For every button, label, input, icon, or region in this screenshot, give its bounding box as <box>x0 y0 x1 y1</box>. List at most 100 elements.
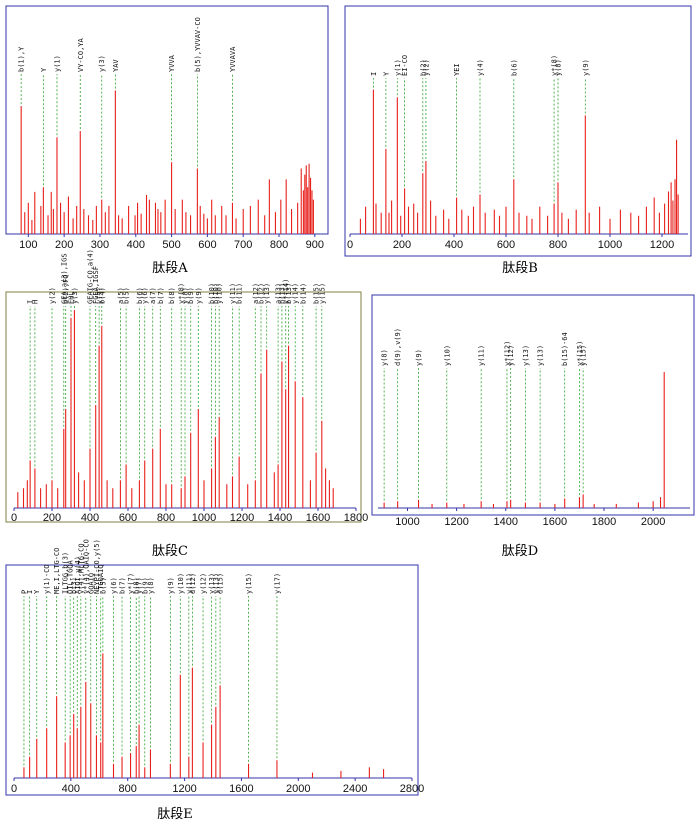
ion-label: b(5) <box>99 577 107 594</box>
ion-label: y(6) <box>141 287 149 304</box>
panel-d-frame <box>371 294 695 516</box>
caption-d: 肽段D <box>502 544 538 559</box>
ion-label: b(4) <box>98 287 106 304</box>
ion-label: GEA,a(3),IGS <box>60 253 68 304</box>
caption-c: 肽段C <box>152 544 188 559</box>
x-tick-label: 400 <box>81 512 99 524</box>
ion-label: y(10) <box>443 345 451 366</box>
x-tick-label: 600 <box>119 512 137 524</box>
ion-label: YVVAVA <box>229 46 237 72</box>
ion-label: b(5),YVVAV-CO <box>194 17 202 72</box>
ion-label: y(1)-CO <box>43 564 51 594</box>
x-tick-label: 0 <box>11 783 17 795</box>
panel-c-frame <box>5 291 362 523</box>
ion-label: b(13) <box>278 283 286 304</box>
ion-label: Y <box>40 67 48 72</box>
ion-label: y(11) <box>185 573 193 594</box>
ion-label: b(15) <box>313 283 321 304</box>
ion-label: y(1) <box>394 59 402 76</box>
ion-label: y(2) <box>422 59 430 76</box>
spectrum-panel-d: 1000 1200 1400 1600 1800 2000 y(8) d(9),v(9) y(9… <box>378 328 690 528</box>
ion-label: -TGQAIQ <box>97 564 105 594</box>
x-tick-label: 2800 <box>400 783 424 795</box>
ion-label: y(1) <box>53 55 61 72</box>
x-tick-label: 500 <box>162 239 180 251</box>
ion-label: y*(12) <box>503 341 511 366</box>
x-tick-label: 1000 <box>395 516 419 528</box>
ion-label: ILTGG,b(3) <box>62 552 70 594</box>
x-tick-label: 1000 <box>598 239 622 251</box>
ion-label: y(8) <box>147 577 155 594</box>
ion-label: y*(14) <box>282 279 290 304</box>
ion-label: QIL-TGQA <box>67 559 75 594</box>
ion-label: y(9) <box>167 577 175 594</box>
ion-label: y(3) <box>98 55 106 72</box>
x-tick-label: 1600 <box>229 783 253 795</box>
ion-label: b(11) <box>236 283 244 304</box>
ion-label: y(15) <box>245 573 253 594</box>
ion-label: d(12) <box>189 573 197 594</box>
ion-label: GQAIQ <box>87 573 95 594</box>
x-tick-label: 200 <box>393 239 411 251</box>
ion-label: H <box>31 300 39 304</box>
ion-label: AIQI,y(4) <box>74 556 82 594</box>
x-tick-label: 300 <box>91 239 109 251</box>
ion-label: a(12) <box>252 283 260 304</box>
ion-label: y(4) <box>477 59 485 76</box>
ion-label: y*(8) <box>178 283 186 304</box>
x-tick-label: 800 <box>157 512 175 524</box>
ion-label: b(10) <box>212 283 220 304</box>
x-tick-label: 400 <box>62 783 80 795</box>
ion-label: b(15)-64 <box>561 332 569 366</box>
x-tick-label: 1000 <box>192 512 216 524</box>
ion-label: b(2) <box>419 59 427 76</box>
ion-label: y(8) <box>182 287 190 304</box>
ion-label: Y <box>382 71 390 76</box>
caption-a: 肽段A <box>152 261 188 276</box>
x-tick-label: 1800 <box>344 512 368 524</box>
ion-label: y*(8) <box>551 55 559 76</box>
x-tick-label: 800 <box>119 783 137 795</box>
ion-label: FGEA,IGSF <box>92 266 100 304</box>
ion-label: YAV <box>112 59 120 72</box>
x-tick-label: 800 <box>549 239 567 251</box>
ion-label: b(7) <box>119 577 127 594</box>
ion-label: y(4) <box>96 287 104 304</box>
ion-label: y(11) <box>478 345 486 366</box>
x-tick-label: 200 <box>55 239 73 251</box>
ion-label: y(6) <box>110 577 118 594</box>
ion-label: y(13) <box>522 345 530 366</box>
ion-label: YVVA <box>168 54 176 72</box>
ion-label: b(14) <box>299 283 307 304</box>
x-tick-label: 700 <box>234 239 252 251</box>
ion-label: y(13) <box>208 573 216 594</box>
ion-label: b(8) <box>133 577 141 594</box>
ion-label: I <box>26 590 34 594</box>
ion-label: b(12) <box>258 283 266 304</box>
ion-label: d(15) <box>217 573 225 594</box>
ion-label: EI-CO <box>401 55 409 76</box>
ion-label: I <box>370 72 378 76</box>
x-tick-label: 1200 <box>230 512 254 524</box>
caption-b: 肽段B <box>502 261 538 276</box>
ion-label: b(1),Y <box>18 46 26 72</box>
ion-label: y(12) <box>200 573 208 594</box>
x-tick-label: 1400 <box>494 516 518 528</box>
x-tick-label: 1600 <box>306 512 330 524</box>
x-tick-label: 400 <box>445 239 463 251</box>
x-tick-label: 2000 <box>286 783 310 795</box>
ion-label: y(13) <box>263 283 271 304</box>
ion-label: b(2),FQ <box>62 274 70 304</box>
ion-label: y(8) <box>555 59 563 76</box>
x-tick-label: 200 <box>43 512 61 524</box>
ion-label: y(14) <box>292 283 300 304</box>
x-tick-label: 900 <box>306 239 324 251</box>
ion-label: y(8) <box>381 349 389 366</box>
ion-label: b(10) <box>208 283 216 304</box>
ion-label: y(7) <box>136 577 144 594</box>
ion-label: YEI <box>453 63 461 76</box>
